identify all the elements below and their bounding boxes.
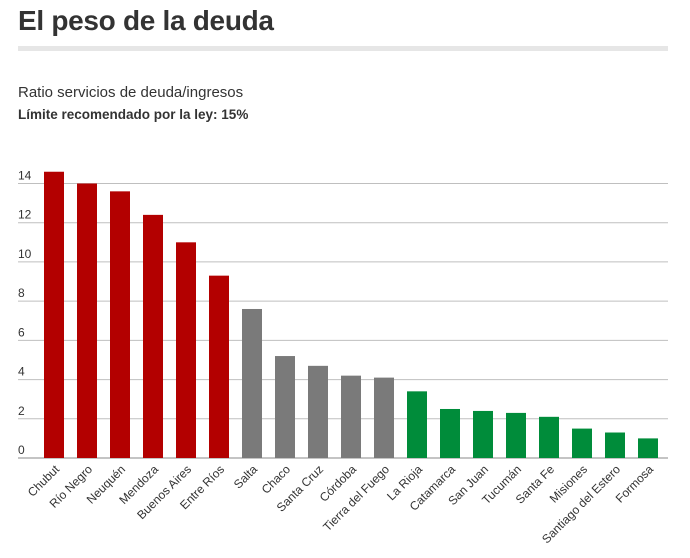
chart-subtitle: Ratio servicios de deuda/ingresos (18, 84, 244, 101)
title-divider (18, 46, 668, 51)
chart-title: El peso de la deuda (18, 5, 274, 36)
bar (506, 412, 526, 458)
y-tick-label: 0 (18, 443, 25, 457)
bar (638, 438, 658, 458)
bar (407, 391, 427, 458)
bar (341, 375, 361, 458)
bar (473, 410, 493, 458)
bar (572, 428, 592, 458)
bar (275, 356, 295, 458)
bar (308, 365, 328, 458)
y-tick-label: 8 (18, 286, 25, 300)
y-tick-label: 10 (18, 247, 32, 261)
x-tick-label: Salta (231, 462, 260, 491)
bar (209, 275, 229, 458)
bars (44, 171, 658, 459)
bar (605, 432, 625, 458)
y-tick-label: 14 (18, 169, 32, 183)
chart-note: Límite recomendado por la ley: 15% (18, 107, 249, 122)
bar (110, 191, 130, 459)
bar (242, 308, 262, 458)
bar (374, 377, 394, 458)
bar (539, 416, 559, 458)
bar (440, 408, 460, 458)
y-axis-ticks: 0 2 4 6 8 10 12 14 (18, 169, 32, 458)
y-tick-label: 2 (18, 404, 25, 418)
bar (44, 171, 64, 458)
bar (77, 183, 97, 458)
y-tick-label: 6 (18, 325, 25, 339)
y-tick-label: 12 (18, 208, 32, 222)
y-tick-label: 4 (18, 365, 25, 379)
bar (176, 242, 196, 458)
bar (143, 214, 163, 458)
